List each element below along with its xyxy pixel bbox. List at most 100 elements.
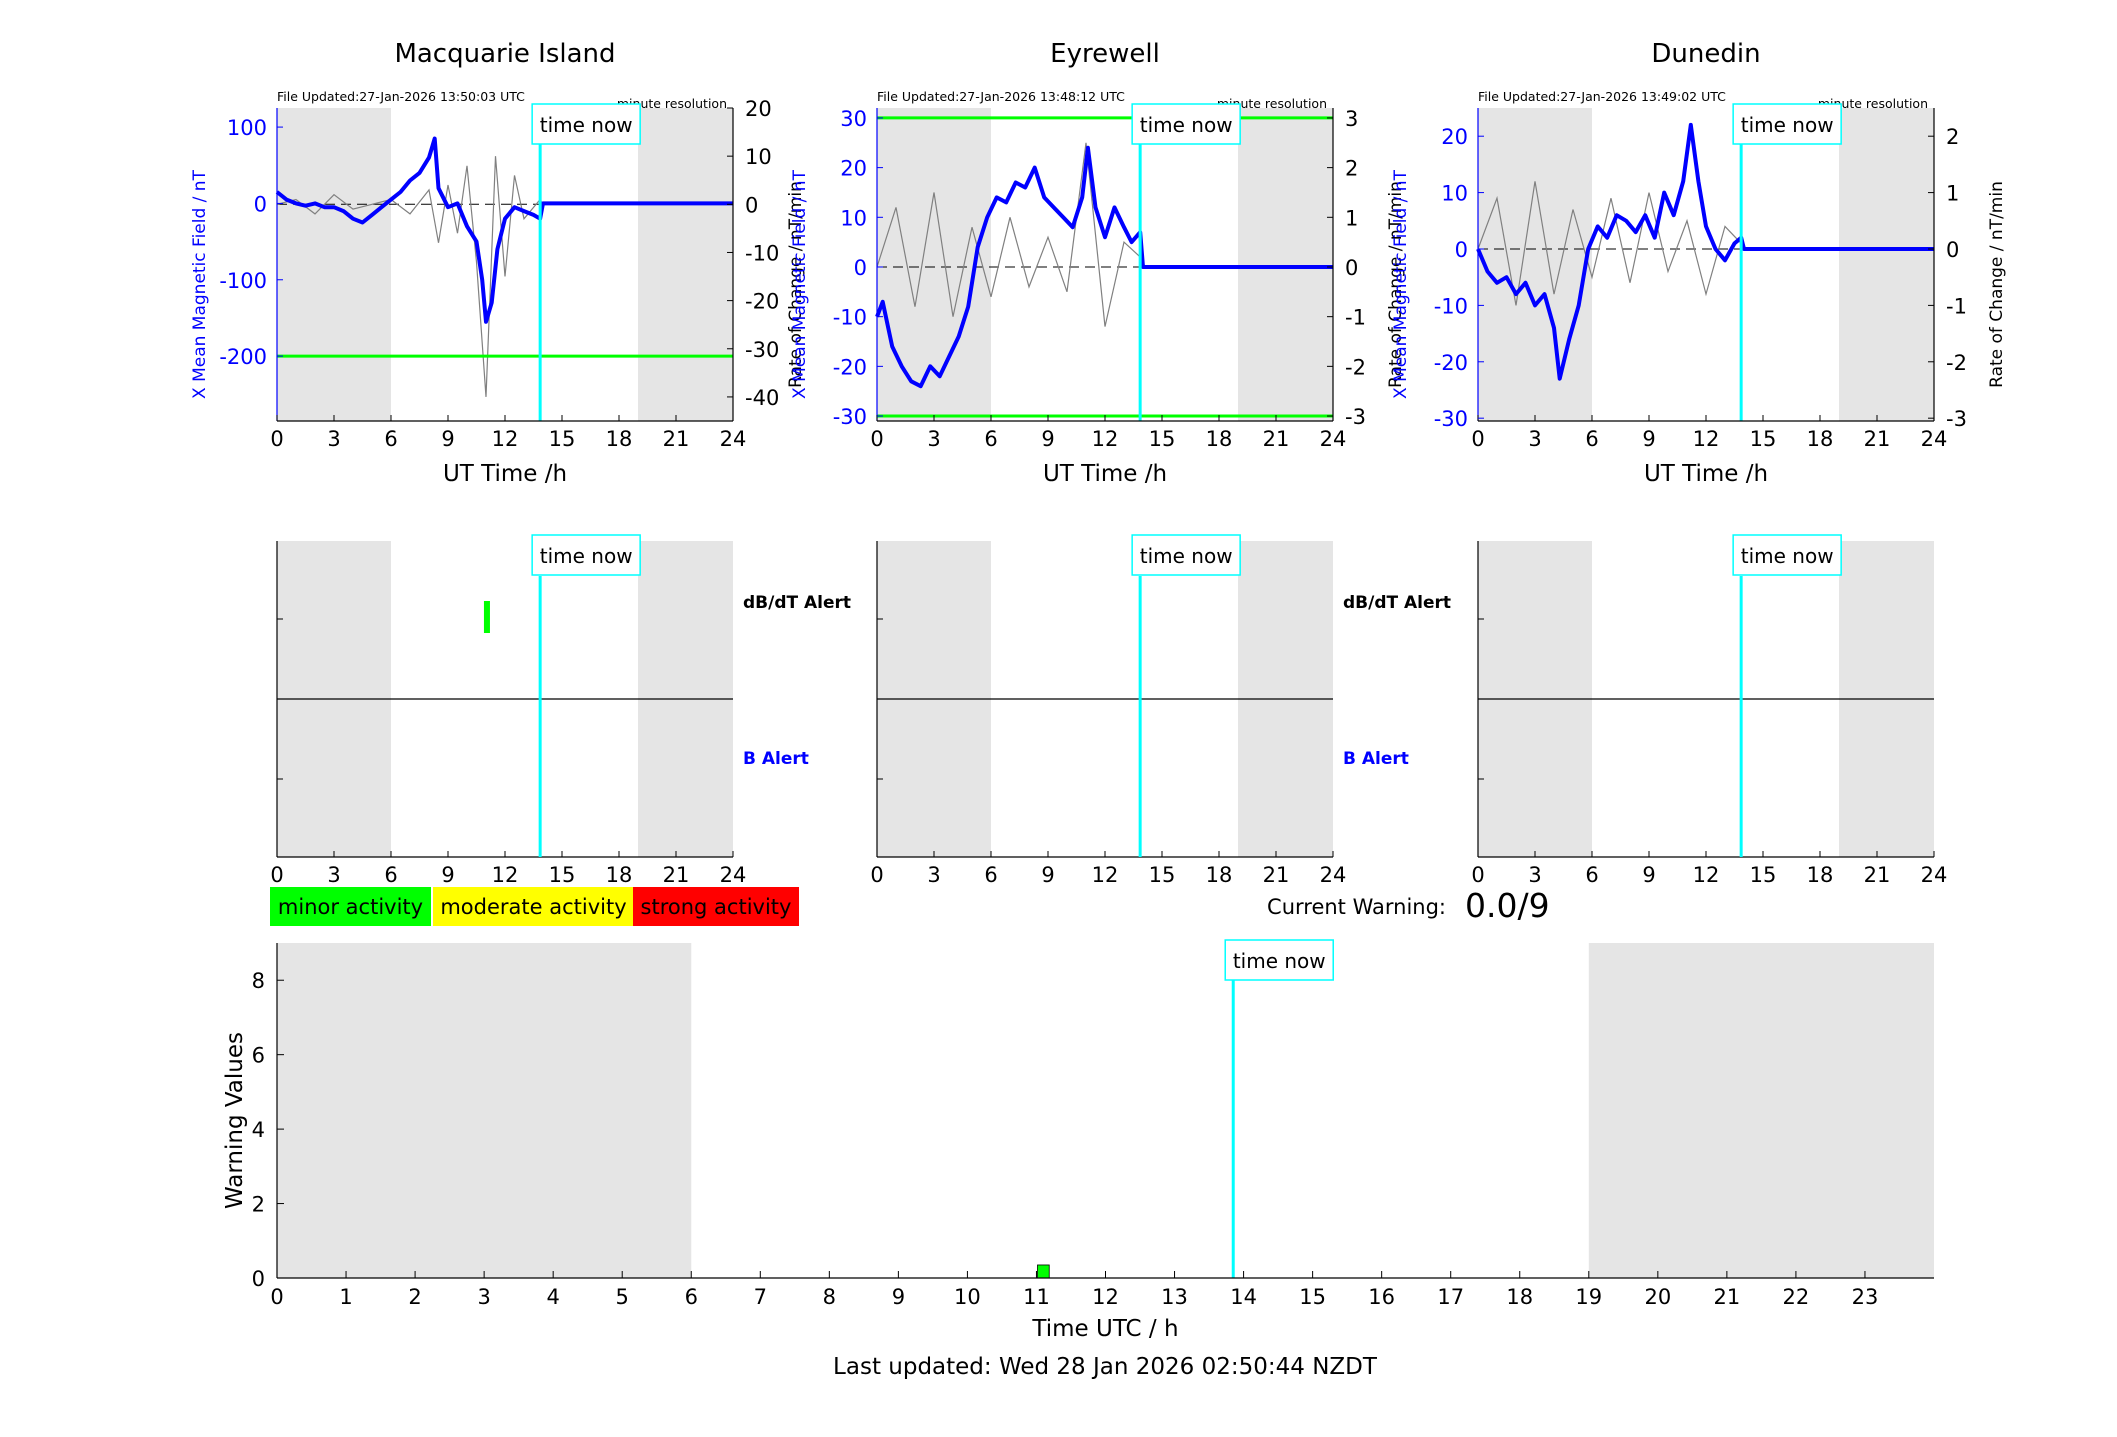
y-right-tick-label: -3 <box>1946 407 1967 431</box>
warn-x-tick-label: 13 <box>1161 1285 1188 1309</box>
alert-time-now-label-1: time now <box>1140 544 1233 568</box>
y-axis-label-1: X Mean Magnetic Field / nT <box>790 169 810 399</box>
y-right-tick-label: 0 <box>1345 256 1358 280</box>
warn-x-axis-label: Time UTC / h <box>1031 1316 1178 1342</box>
rate-series-2 <box>1477 181 1934 306</box>
warn-x-tick-label: 2 <box>408 1285 421 1309</box>
y-axis-label-2: X Mean Magnetic Field / nT <box>1391 169 1411 399</box>
warn-x-tick-label: 6 <box>685 1285 698 1309</box>
y-tick-label: -10 <box>1434 294 1468 318</box>
night-band-2-0 <box>1478 108 1592 421</box>
alert-x-tick-label: 12 <box>492 863 519 887</box>
warn-x-tick-label: 12 <box>1092 1285 1119 1309</box>
resolution-0: minute resolution <box>617 96 727 111</box>
time-now-label-0: time now <box>540 113 633 137</box>
warn-x-tick-label: 15 <box>1299 1285 1326 1309</box>
warn-x-tick-label: 3 <box>477 1285 490 1309</box>
x-tick-label: 0 <box>1471 427 1484 451</box>
rate-series-1 <box>876 142 1333 327</box>
y-right-tick-label: 3 <box>1345 107 1358 131</box>
y-right-tick-label: -2 <box>1946 351 1967 375</box>
y-right-tick-label: 20 <box>745 97 772 121</box>
x-tick-label: 24 <box>1921 427 1948 451</box>
warn-y-tick-label: 4 <box>252 1118 265 1142</box>
y-tick-label: -30 <box>833 405 867 429</box>
x-tick-label: 6 <box>1585 427 1598 451</box>
x-axis-label-0: UT Time /h <box>443 461 567 487</box>
y-tick-label: 100 <box>227 116 267 140</box>
alert-x-tick-label: 0 <box>870 863 883 887</box>
legend-moderate-box <box>433 887 634 926</box>
legend-strong: strong activity <box>641 895 792 919</box>
warn-time-now-label-box <box>1224 939 1334 981</box>
alert-x-tick-label: 3 <box>327 863 340 887</box>
rate-series-0 <box>276 156 733 397</box>
x-axis-label-1: UT Time /h <box>1043 461 1167 487</box>
alert-x-tick-label: 3 <box>927 863 940 887</box>
alert-x-tick-label: 15 <box>1750 863 1777 887</box>
legend-minor: minor activity <box>278 895 423 919</box>
alert-x-tick-label: 9 <box>1041 863 1054 887</box>
x-tick-label: 15 <box>549 427 576 451</box>
file-updated-0: File Updated:27-Jan-2026 13:50:03 UTC <box>277 89 525 104</box>
warn-y-tick-label: 8 <box>252 969 265 993</box>
station-title-2: Dunedin <box>1651 39 1760 69</box>
x-tick-label: 12 <box>492 427 519 451</box>
x-tick-label: 6 <box>384 427 397 451</box>
y-axis-label-0: X Mean Magnetic Field / nT <box>190 169 210 399</box>
warn-x-tick-label: 5 <box>616 1285 629 1309</box>
x-tick-label: 24 <box>1320 427 1347 451</box>
file-updated-1: File Updated:27-Jan-2026 13:48:12 UTC <box>877 89 1125 104</box>
alert-time-now-label-2-box <box>1732 534 1842 576</box>
x-tick-label: 6 <box>984 427 997 451</box>
x-tick-label: 9 <box>1642 427 1655 451</box>
y-right-tick-label: -1 <box>1946 294 1967 318</box>
x-tick-label: 18 <box>1807 427 1834 451</box>
time-now-label-1: time now <box>1140 113 1233 137</box>
night-band-2-1 <box>1839 108 1934 421</box>
warn-x-tick-label: 23 <box>1852 1285 1879 1309</box>
current-warning-value: 0.0/9 <box>1465 886 1550 925</box>
alert-x-tick-label: 21 <box>663 863 690 887</box>
x-tick-label: 12 <box>1092 427 1119 451</box>
warn-x-tick-label: 11 <box>1023 1285 1050 1309</box>
x-tick-label: 3 <box>1528 427 1541 451</box>
y-tick-label: -20 <box>833 355 867 379</box>
warn-x-tick-label: 18 <box>1506 1285 1533 1309</box>
last-updated-footer: Last updated: Wed 28 Jan 2026 02:50:44 N… <box>833 1354 1378 1380</box>
warn-x-tick-label: 0 <box>270 1285 283 1309</box>
alert-x-tick-label: 12 <box>1693 863 1720 887</box>
field-series-0 <box>275 136 733 324</box>
x-tick-label: 0 <box>270 427 283 451</box>
y-right-tick-label: -1 <box>1345 306 1366 330</box>
legend-strong-box <box>633 887 799 926</box>
y-tick-label: 20 <box>840 157 867 181</box>
x-tick-label: 21 <box>1263 427 1290 451</box>
y-right-axis-label-1: Rate of Change / nT/min <box>1386 181 1406 388</box>
alert-x-tick-label: 6 <box>1585 863 1598 887</box>
y-tick-label: 20 <box>1441 125 1468 149</box>
alert-x-tick-label: 18 <box>1206 863 1233 887</box>
y-tick-label: -10 <box>833 306 867 330</box>
warn-time-now-label: time now <box>1233 949 1326 973</box>
alert-time-now-label-1-box <box>1131 534 1241 576</box>
alert-x-tick-label: 15 <box>549 863 576 887</box>
y-tick-label: 0 <box>854 256 867 280</box>
alert-x-tick-label: 6 <box>384 863 397 887</box>
x-tick-label: 12 <box>1693 427 1720 451</box>
legend-minor-box <box>270 887 431 926</box>
alert-time-now-label-2: time now <box>1741 544 1834 568</box>
alert-x-tick-label: 21 <box>1864 863 1891 887</box>
alert-x-tick-label: 0 <box>1471 863 1484 887</box>
night-band-0-0 <box>277 108 391 421</box>
warn-x-tick-label: 4 <box>546 1285 559 1309</box>
alert-time-now-label-0-box <box>531 534 641 576</box>
x-tick-label: 21 <box>1864 427 1891 451</box>
y-right-tick-label: 2 <box>1345 157 1358 181</box>
warn-x-tick-label: 10 <box>954 1285 981 1309</box>
alert-x-tick-label: 24 <box>1921 863 1948 887</box>
y-right-tick-label: -20 <box>745 290 779 314</box>
x-tick-label: 24 <box>720 427 747 451</box>
time-now-label-1-box <box>1131 103 1241 145</box>
